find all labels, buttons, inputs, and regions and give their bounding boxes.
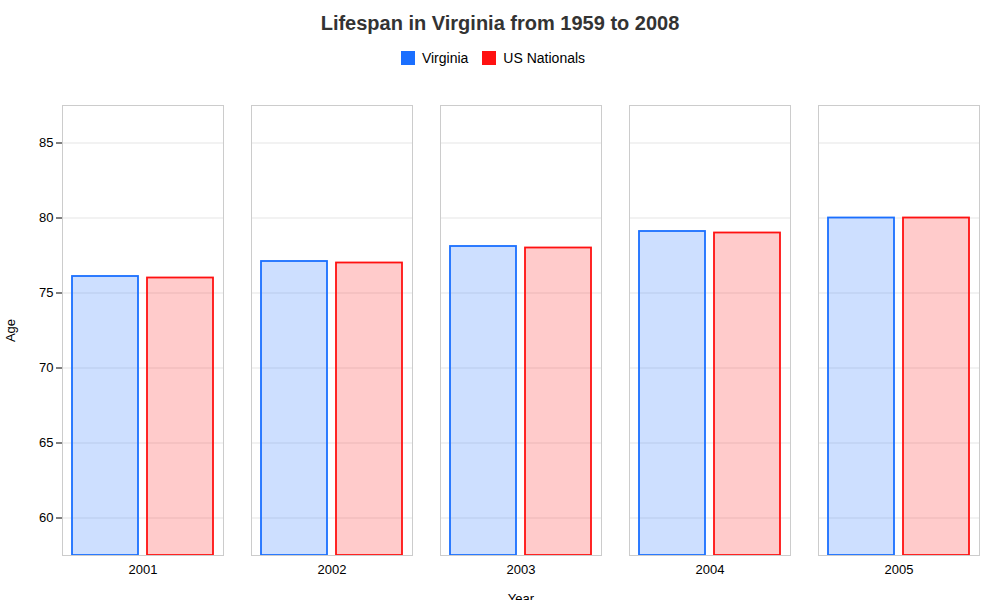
svg-text:75: 75 — [39, 285, 53, 300]
svg-text:85: 85 — [39, 135, 53, 150]
html-text:Virginia: Virginia — [421, 49, 469, 66]
svg-text:2001: 2001 — [129, 562, 158, 577]
svg-text:2002: 2002 — [318, 562, 347, 577]
svg-text:65: 65 — [39, 435, 53, 450]
svg-text:60: 60 — [39, 510, 53, 525]
html-text:Lifespan in Virginia from 1959: Lifespan in Virginia from 1959 to 2008 — [320, 12, 680, 34]
html-text:US Nationals: US Nationals — [503, 49, 586, 66]
svg-text:70: 70 — [39, 360, 53, 375]
svg-text:2005: 2005 — [885, 562, 914, 577]
svg-text:Age: Age — [3, 319, 18, 342]
svg-text:2003: 2003 — [507, 562, 536, 577]
svg-text:80: 80 — [39, 210, 53, 225]
svg-text:Year: Year — [508, 591, 535, 600]
svg-text:2004: 2004 — [696, 562, 725, 577]
